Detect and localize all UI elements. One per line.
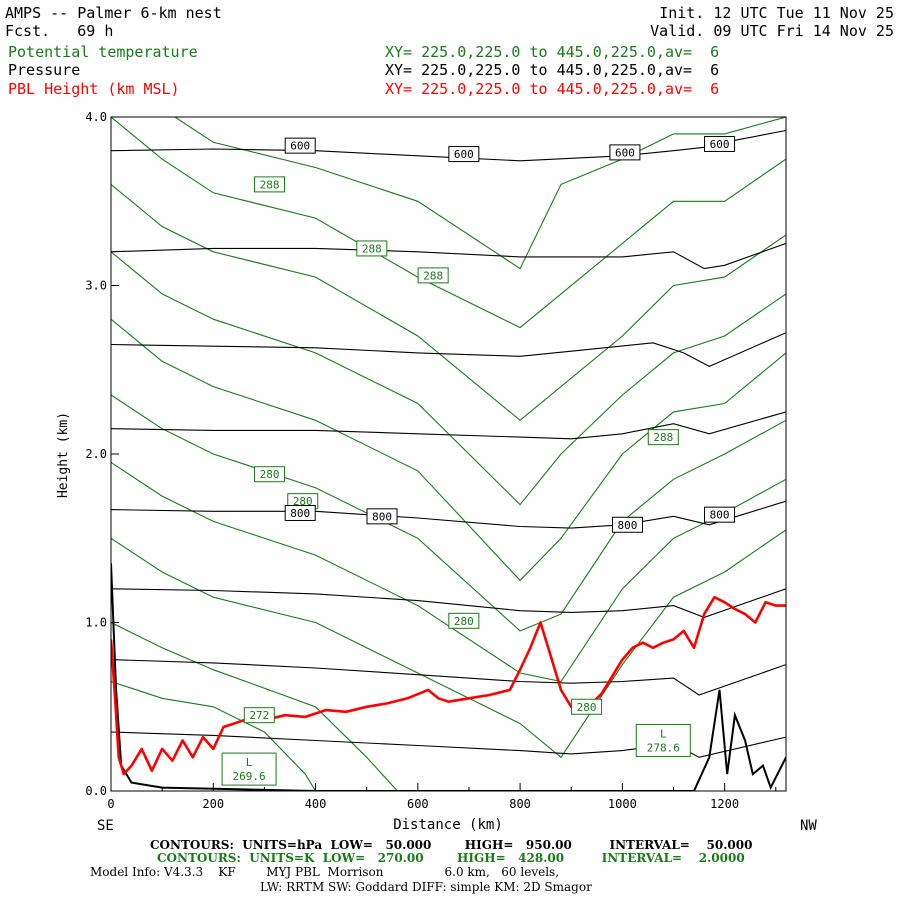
- low-marker-letter-0: L: [246, 756, 253, 769]
- pressure-label-1: 600: [454, 148, 474, 161]
- x-tick-label-1: 200: [202, 797, 224, 811]
- pressure-label-2: 600: [615, 146, 635, 159]
- y-tick-label-2: 2.0: [85, 447, 107, 461]
- pressure-label-5: 800: [372, 510, 392, 523]
- theta-label-5: 280: [293, 495, 313, 508]
- forecast-hour: Fcst. 69 h: [5, 22, 114, 40]
- theta-contour-line-4: [111, 318, 786, 582]
- theta-contours: [111, 117, 786, 791]
- y-tick-label-3: 3.0: [85, 279, 107, 293]
- theta-label-2: 288: [423, 269, 443, 282]
- x-tick-label-5: 1000: [608, 797, 637, 811]
- field-pressure-xy: XY= 225.0,225.0 to 445.0,225.0,av= 6: [385, 61, 720, 79]
- y-tick-label-0: 0.0: [85, 784, 107, 798]
- x-tick-label-3: 600: [407, 797, 429, 811]
- theta-label-3: 288: [653, 431, 673, 444]
- pressure-contour-line-1: [111, 242, 786, 270]
- footer-pressure-contours: CONTOURS: UNITS=hPa LOW= 50.000 HIGH= 95…: [150, 838, 753, 852]
- init-time: Init. 12 UTC Tue 11 Nov 25: [659, 4, 894, 22]
- y-tick-label-1: 1.0: [85, 616, 107, 630]
- axes: 0 200 400 600 800 1000 1200 0.0 1.0 2.0 3.0 4.0: [85, 110, 777, 811]
- theta-contour-line-5: [111, 394, 786, 632]
- pressure-label-6-box: [611, 516, 643, 533]
- theta-contour-line-2: [111, 183, 786, 422]
- pressure-label-0: 600: [290, 140, 310, 153]
- theta-contour-line-6: [111, 461, 786, 683]
- field-pbl-name: PBL Height (km MSL): [8, 80, 180, 98]
- pressure-label-2-box: [609, 144, 641, 161]
- theta-contour-line-8: [111, 622, 398, 791]
- theta-contour-line-3: [111, 251, 786, 506]
- valid-time: Valid. 09 UTC Fri 14 Nov 25: [650, 22, 894, 40]
- theta-label-7-box: [571, 698, 603, 715]
- low-marker-value-0: 269.6: [233, 770, 266, 783]
- theta-label-6-box: [448, 612, 480, 629]
- pressure-contour-line-2: [111, 332, 786, 368]
- pressure-contour-line-5: [111, 588, 786, 618]
- pressure-label-6: 800: [618, 519, 638, 532]
- pressure-label-7: 800: [710, 509, 730, 522]
- pressure-label-1-box: [448, 146, 480, 163]
- field-theta-xy: XY= 225.0,225.0 to 445.0,225.0,av= 6: [385, 43, 720, 61]
- theta-label-1: 288: [362, 242, 382, 255]
- low-marker-box-0: [221, 752, 277, 786]
- terrain-line: [111, 563, 786, 791]
- field-theta-name: Potential temperature: [8, 43, 198, 61]
- pbl-height-series: [111, 595, 786, 776]
- model-title: AMPS -- Palmer 6-km nest: [5, 4, 222, 22]
- left-end-label: SE: [97, 818, 114, 834]
- theta-contour-line-1: [111, 117, 786, 329]
- right-end-label: NW: [800, 818, 817, 834]
- x-tick-label-6: 1200: [710, 797, 739, 811]
- theta-label-8-box: [243, 707, 275, 724]
- field-pbl-xy: XY= 225.0,225.0 to 445.0,225.0,av= 6: [385, 80, 720, 98]
- footer-physics: LW: RRTM SW: Goddard DIFF: simple KM: 2D…: [260, 880, 592, 894]
- x-tick-label-4: 800: [509, 797, 531, 811]
- low-marker-value-1: 278.6: [647, 741, 680, 754]
- pressure-label-4-box: [284, 504, 316, 521]
- low-marker-letter-1: L: [660, 727, 667, 740]
- theta-label-4-box: [254, 466, 286, 483]
- pressure-label-3: 600: [710, 138, 730, 151]
- theta-contour-line-7: [111, 529, 786, 759]
- pressure-contours: [111, 129, 786, 791]
- theta-label-0-box: [254, 176, 286, 193]
- theta-label-7: 280: [577, 701, 597, 714]
- pressure-label-0-box: [284, 137, 316, 154]
- pressure-label-3-box: [704, 135, 736, 152]
- theta-label-2-box: [417, 267, 449, 284]
- y-axis-label: Height (km): [56, 412, 71, 498]
- theta-contour-line-9: [111, 680, 316, 791]
- field-pressure-name: Pressure: [8, 61, 81, 79]
- theta-label-4: 280: [260, 468, 280, 481]
- x-tick-label-2: 400: [305, 797, 327, 811]
- contour-labels: 288 288 288 288 280 280 280 280 272 600 600 600 600 8…: [221, 135, 736, 786]
- pressure-contour-line-4: [111, 500, 786, 529]
- pbl-height-line: [111, 595, 786, 776]
- footer-model-info: Model Info: V4.3.3 KF MYJ PBL Morrison 6…: [90, 865, 560, 879]
- theta-label-0: 288: [260, 178, 280, 191]
- x-axis-label: Distance (km): [393, 817, 503, 833]
- pressure-contour-line-6: [111, 659, 786, 696]
- pressure-label-4: 800: [290, 507, 310, 520]
- low-marker-box-1: [635, 723, 691, 757]
- footer-theta-contours: CONTOURS: UNITS=K LOW= 270.00 HIGH= 428.…: [157, 851, 745, 865]
- pressure-label-7-box: [704, 506, 736, 523]
- pressure-contour-line-3: [111, 411, 786, 440]
- theta-contour-line-0: [173, 117, 786, 270]
- theta-label-8: 272: [249, 709, 269, 722]
- y-tick-label-4: 4.0: [85, 110, 107, 124]
- pressure-label-5-box: [366, 508, 398, 525]
- theta-label-6: 280: [454, 615, 474, 628]
- x-tick-label-0: 0: [107, 797, 114, 811]
- theta-label-3-box: [647, 429, 679, 446]
- theta-label-1-box: [356, 240, 388, 257]
